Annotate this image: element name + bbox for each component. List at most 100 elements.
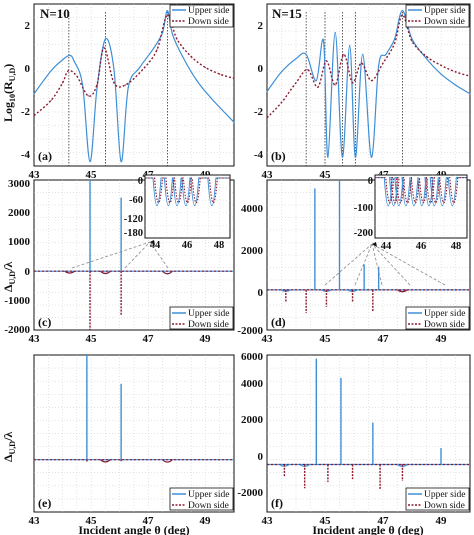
panel-d-legend: Upper side Down side [405,306,470,330]
panel-d: 0 -100 -200 44 46 48 (d) Upper side Down… [237,174,471,345]
panel-c-grid [34,180,234,330]
panel-f-xtick: 47 [378,515,390,527]
panel-c-xtick: 43 [29,333,41,345]
panel-b-down-point [394,42,396,45]
panel-c: 0 -60 -120 -180 44 46 48 (c) Upper side … [1,174,235,345]
panel-b-down-point [352,82,354,84]
panel-d-xtick: 47 [378,333,390,345]
panel-a-series-down [33,14,235,117]
panel-c-legend: Upper side Down side [169,306,234,330]
panel-a-upper-point [62,59,64,61]
panel-c-inset-xticks: 44 46 48 [150,240,225,251]
panel-f-xlabel: Incident angle θ (deg) [312,523,423,535]
panel-b-upper-point [469,93,471,95]
panel-f-ytick: -2000 [237,487,263,499]
panel-d-arrows [324,242,446,286]
panel-f-marks [267,358,470,491]
panel-f-ytick: 4000 [241,378,264,390]
panel-d-legend-down: Down side [424,320,465,330]
panel-f-label: (f) [271,496,283,510]
panel-b-upper-point [385,53,387,56]
panel-e-down-dip [162,459,173,463]
panel-c-inset: 0 -60 -120 -180 44 46 48 [124,174,231,251]
panel-b-down-point [401,14,403,16]
panel-d-inset-yticks: 0 -100 -200 [354,176,373,239]
panel-a-upper-point [89,161,91,163]
panel-a-upper-point [73,60,75,62]
panel-b-grid [267,4,470,166]
panel-c-inset-yticks: 0 -60 -120 -180 [124,176,143,239]
panel-b-ytick: -2 [254,106,264,118]
panel-b-upper-point [341,156,343,158]
panel-f-legend-down: Down side [424,501,465,511]
panel-b-down-point [266,117,268,119]
panel-d-inset-ytick: -100 [354,203,373,214]
panel-f-yticks: -2000 0 2000 4000 6000 [237,351,263,499]
panel-b-title: N=15 [272,6,302,21]
panel-c-ylabel: ΔU,D/λ [1,262,17,292]
panel-b-upper-point [266,91,268,93]
panel-b-upper-point [280,71,283,73]
panel-d-ytick: 2000 [241,245,264,257]
panel-c-pointer-line [149,241,169,269]
panel-d-pointer-line [371,243,446,286]
panel-f-ytick: 6000 [241,351,264,363]
panel-f-ytick: 2000 [241,414,264,426]
panel-c-inset-xtick: 46 [182,240,193,251]
panel-a-legend: Upper side Down side [169,4,234,28]
panel-c-inset-ytick: -60 [129,195,143,206]
panel-d-pointer-line [324,243,373,286]
panel-d-inset-down [375,177,467,204]
panel-b-upper-point [315,80,317,82]
panel-f-xtick: 49 [436,515,448,527]
panel-a-ytick: 0 [25,63,31,75]
panel-c-inset-xtick: 44 [150,240,161,251]
panel-a-down-point [67,70,69,72]
panel-f-xticks: 43 45 47 49 [262,515,448,527]
panel-a-down-point [124,84,126,86]
panel-b-down-point [382,62,384,64]
panel-b-yticks: -4 -2 0 2 [254,20,264,161]
panel-c-label: (c) [38,315,51,329]
panel-a-title: N=10 [40,6,70,21]
panel-d-inset: 0 -100 -200 44 46 48 [354,174,468,252]
panel-c-inset-ytick: -180 [124,228,143,239]
panel-e: (e) Upper side Down side 43 45 47 49 ΔU,… [1,354,235,535]
panel-e-ylabel: ΔU,D/λ [1,432,17,462]
panel-e-grid [34,355,234,512]
panel-c-xtick: 47 [143,333,155,345]
panel-a-label: (a) [38,149,52,163]
panel-c-inset-ytick: 0 [138,176,143,187]
panel-b-down-point [295,82,297,84]
panel-a-ytick: 2 [25,20,31,32]
panel-d-inset-upper [375,177,467,206]
panel-b-down-point [317,86,319,88]
panel-b-legend: Upper side Down side [405,4,470,28]
panel-b-down-point [454,71,457,73]
panel-b-ytick: -4 [254,149,264,161]
panel-a-xtick: 43 [29,169,41,181]
panel-e-xticks: 43 45 47 49 [29,515,212,527]
panel-d-inset-xticks: 44 46 48 [381,241,462,252]
panel-c-xticks: 43 45 47 49 [29,333,212,345]
panel-c-inset-down [145,177,230,203]
panel-b-down-point [360,62,362,64]
panel-c-arrows [71,240,169,269]
panel-e-xtick: 49 [200,515,212,527]
panel-f-ytick: 0 [258,451,264,463]
panel-e-down-dip [100,459,111,463]
panel-b-down-point [440,64,442,66]
panel-d-ytick: 4000 [241,203,264,215]
panel-a-upper-point [139,66,141,69]
panel-a-ytick: -2 [21,106,31,118]
panel-b: N=15 (b) Upper side Down side -4 -2 0 2 … [254,3,471,181]
panel-d-legend-upper: Upper side [424,309,465,319]
panel-b-upper-point [349,45,351,47]
panel-a-upper-point [33,93,35,95]
panel-b-down-point [343,53,345,56]
panel-a-down-point [113,82,115,84]
panel-b-upper-point [354,156,356,158]
panel-d-inset-ytick: -200 [354,228,373,239]
panel-b-down-point [325,60,327,62]
panel-b-upper-point [411,38,413,40]
